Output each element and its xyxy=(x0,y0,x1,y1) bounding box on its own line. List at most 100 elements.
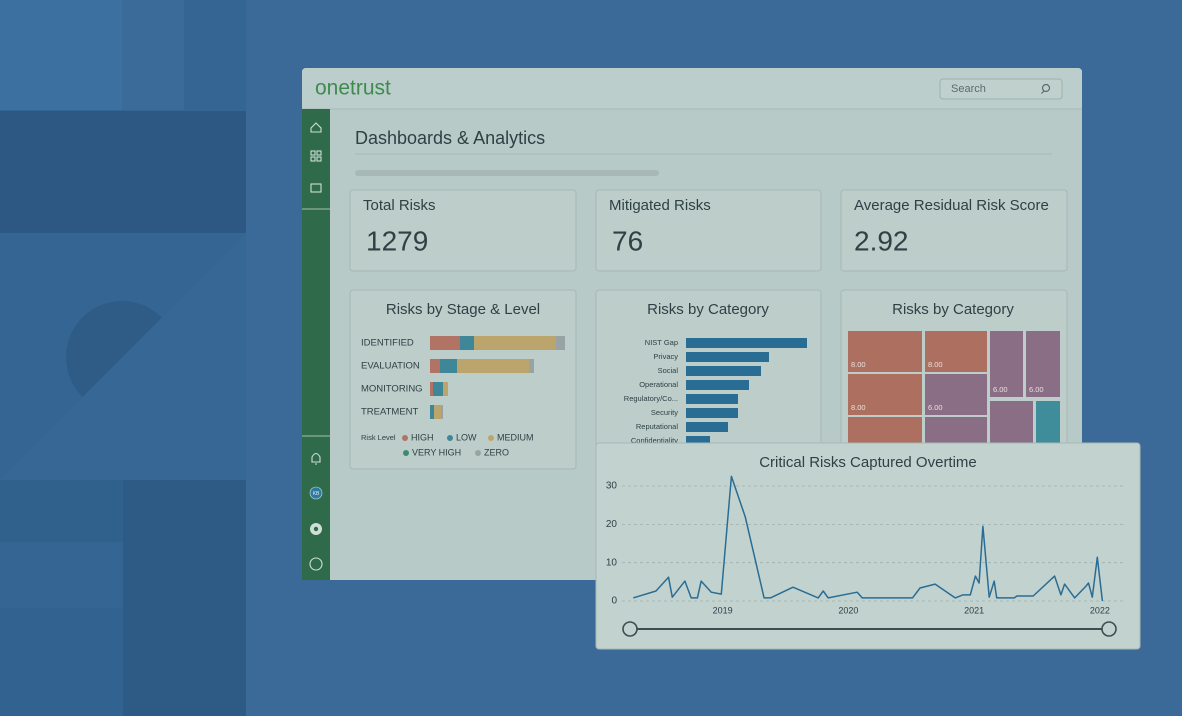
y-tick-label: 30 xyxy=(606,481,618,492)
x-tick-label: 2022 xyxy=(1090,605,1110,615)
kpi-cards: Total Risks 1279 Mitigated Risks 76 Aver… xyxy=(349,189,1068,272)
kpi-value: 2.92 xyxy=(854,225,909,256)
legend-title: Risk Level xyxy=(361,433,396,442)
treemap-label: 8.00 xyxy=(851,403,866,412)
home-icon[interactable] xyxy=(310,122,322,133)
chart-title: Risks by Category xyxy=(892,301,1014,318)
legend-swatch xyxy=(488,435,494,441)
bar xyxy=(686,422,728,432)
bar-segment xyxy=(430,405,434,419)
treemap-label: 8.00 xyxy=(928,360,943,369)
category-label: Social xyxy=(658,366,679,375)
treemap-label: 8.00 xyxy=(851,360,866,369)
bar xyxy=(686,408,738,418)
legend-label: VERY HIGH xyxy=(412,447,461,457)
bar-segment xyxy=(441,405,443,419)
kpi-label: Average Residual Risk Score xyxy=(854,197,1049,214)
bar-segment xyxy=(556,336,565,350)
category-label: Operational xyxy=(639,380,678,389)
x-tick-label: 2021 xyxy=(964,605,984,615)
y-tick-label: 20 xyxy=(606,519,618,530)
y-tick-label: 0 xyxy=(611,596,617,607)
progress-bar xyxy=(355,170,659,176)
category-label: Confidentiality xyxy=(631,436,678,445)
legend-swatch xyxy=(447,435,453,441)
slider-handle[interactable] xyxy=(1101,621,1117,637)
category-label: Privacy xyxy=(653,352,678,361)
briefcase-icon[interactable] xyxy=(310,183,322,193)
bar-segment xyxy=(434,405,441,419)
treemap-cell xyxy=(990,331,1023,397)
category-label: IDENTIFIED xyxy=(361,338,414,349)
legend-label: ZERO xyxy=(484,447,509,457)
treemap-label: 6.00 xyxy=(993,385,1008,394)
chart-card xyxy=(349,289,577,470)
bar xyxy=(686,394,738,404)
treemap-label: 6.00 xyxy=(928,403,943,412)
treemap-cell xyxy=(925,331,987,372)
page-title: Dashboards & Analytics xyxy=(355,128,545,148)
line xyxy=(633,475,1104,602)
kpi-value: 76 xyxy=(612,225,643,256)
chart-title: Risks by Stage & Level xyxy=(386,301,540,318)
bar-segment xyxy=(457,359,529,373)
treemap-cell xyxy=(925,374,987,415)
slider-handle[interactable] xyxy=(622,621,638,637)
treemap-cell xyxy=(848,331,922,372)
legend-label: HIGH xyxy=(411,432,434,442)
kpi-label: Mitigated Risks xyxy=(609,197,711,214)
category-label: MONITORING xyxy=(361,384,423,395)
stage-chart: Risks by Stage & Level IDENTIFIED EVALUATI… xyxy=(361,301,565,457)
avatar[interactable] xyxy=(309,486,323,500)
range-slider[interactable] xyxy=(622,621,1117,637)
kpi-label: Total Risks xyxy=(363,197,436,214)
bar-segment xyxy=(443,382,448,396)
line-chart: Critical Risks Captured Overtime 0 10 20 30 2… xyxy=(606,454,1125,615)
x-tick-label: 2020 xyxy=(838,605,858,615)
category-chart: Risks by Category NIST Gap Privacy Social Op… xyxy=(624,301,807,446)
bar-segment xyxy=(430,359,440,373)
avatar-initials: KB xyxy=(313,491,320,497)
bar xyxy=(686,436,710,446)
bar xyxy=(686,338,807,348)
line-chart-card xyxy=(595,442,1141,650)
logo: onetrust xyxy=(315,77,391,100)
sidebar xyxy=(302,109,330,580)
kpi-value: 1279 xyxy=(366,225,428,256)
legend-swatch xyxy=(402,435,408,441)
bar xyxy=(686,380,749,390)
category-label: TREATMENT xyxy=(361,407,419,418)
bar-segment xyxy=(529,359,534,373)
legend-label: MEDIUM xyxy=(497,432,534,442)
legend-label: LOW xyxy=(456,432,477,442)
bar xyxy=(686,352,769,362)
bar xyxy=(686,366,761,376)
bar-segment xyxy=(440,359,457,373)
bell-icon[interactable] xyxy=(311,452,321,465)
category-label: EVALUATION xyxy=(361,361,420,372)
x-tick-label: 2019 xyxy=(713,605,733,615)
search-placeholder: Search xyxy=(951,83,986,95)
treemap-cell xyxy=(1026,331,1060,397)
legend-swatch xyxy=(403,450,409,456)
treemap-cell xyxy=(848,374,922,415)
category-label: Reputational xyxy=(636,422,678,431)
bar-segment xyxy=(430,382,433,396)
bar-segment xyxy=(460,336,474,350)
legend-swatch xyxy=(475,450,481,456)
chart-title: Critical Risks Captured Overtime xyxy=(759,454,977,471)
search-box[interactable] xyxy=(939,78,1063,100)
grid-icon[interactable] xyxy=(310,150,322,162)
y-tick-label: 10 xyxy=(606,557,618,568)
help-icon[interactable] xyxy=(309,557,323,571)
treemap-label: 6.00 xyxy=(1029,385,1044,394)
bar-segment xyxy=(433,382,443,396)
chart-title: Risks by Category xyxy=(647,301,769,318)
category-label: Regulatory/Co... xyxy=(624,394,678,403)
bar-segment xyxy=(474,336,556,350)
background xyxy=(0,0,246,716)
category-label: NIST Gap xyxy=(645,338,678,347)
bar-segment xyxy=(430,336,460,350)
